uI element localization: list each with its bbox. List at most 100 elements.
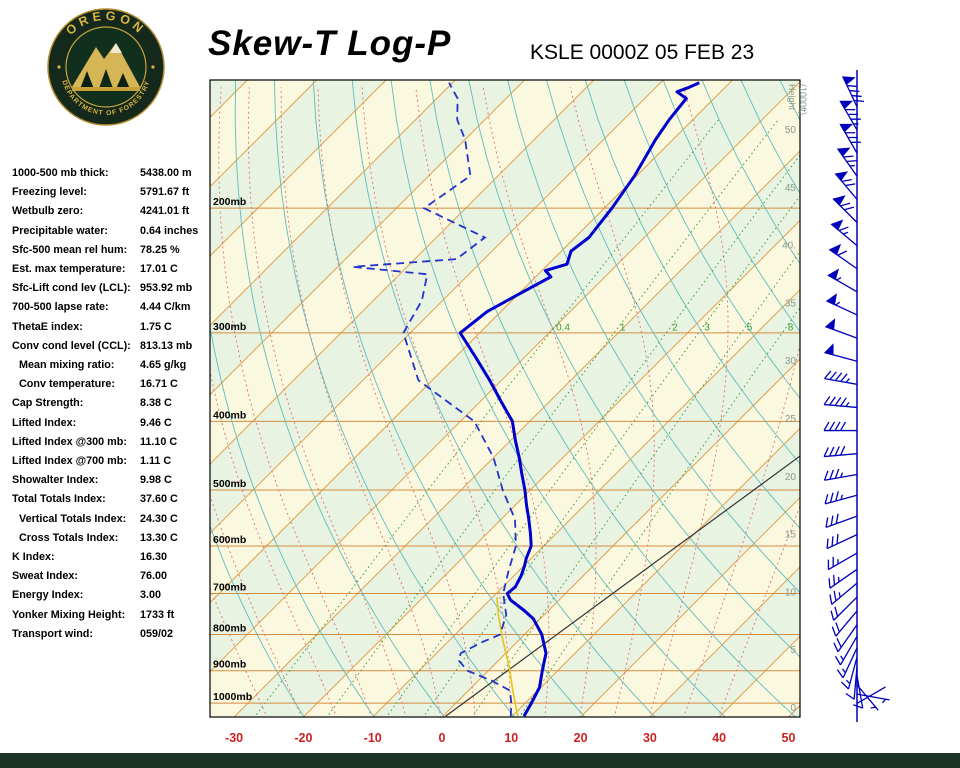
wind-barb-full — [836, 637, 842, 648]
wind-barb-full — [835, 513, 839, 524]
mixing-ratio-lines: 0.4 1 2 3 5 8 — [253, 119, 800, 717]
index-value: 16.30 — [140, 551, 168, 564]
index-row: Sweat Index: 76.00 — [12, 567, 212, 586]
index-label: Cap Strength: — [12, 397, 84, 410]
moist-adiabat-line — [482, 87, 597, 717]
index-row: Precipitable water: 0.64 inches — [12, 222, 212, 241]
index-row: Lifted Index: 9.46 C — [12, 414, 212, 433]
index-value: 8.38 C — [140, 397, 172, 410]
wind-barb-shaft — [826, 534, 858, 550]
wind-barb-shaft — [856, 693, 890, 701]
mixing-ratio-label: 1 — [620, 323, 626, 334]
wind-barb-pennant — [839, 100, 854, 110]
wind-barb-half — [840, 655, 844, 661]
mixing-ratio-line — [518, 306, 800, 717]
mixing-ratio-label: 2 — [672, 323, 678, 334]
wind-barb-full — [836, 533, 839, 544]
wind-barb-full — [834, 421, 841, 431]
dry-adiabat-line — [507, 80, 800, 594]
index-value: 1733 ft — [140, 608, 175, 621]
wind-barb-pennant — [836, 147, 851, 157]
wind-barb-pennant — [824, 318, 836, 331]
index-label: Yonker Mixing Height: — [12, 608, 126, 621]
wind-barb-half — [841, 668, 846, 674]
wind-barb-full — [832, 575, 836, 586]
index-label: Sweat Index: — [12, 570, 78, 583]
wind-barb-half — [845, 679, 851, 685]
wind-barb — [845, 666, 858, 700]
wind-barb-full — [833, 642, 839, 653]
logo-mountain-scene — [72, 43, 140, 91]
temp-axis-label: -30 — [225, 731, 243, 745]
height-axis-label: 25 — [785, 414, 797, 425]
index-label: 700-500 lapse rate: — [12, 301, 109, 314]
isotherm-line — [210, 80, 456, 327]
wind-barb-shaft — [824, 473, 858, 481]
pressure-label: 400mb — [213, 409, 246, 421]
footer-bar — [0, 753, 960, 768]
index-value: 24.30 C — [140, 512, 178, 525]
wind-barb-full — [843, 155, 854, 158]
index-row: Conv cond level (CCL): 813.13 mb — [12, 337, 212, 356]
height-axis-label: 40. — [782, 241, 796, 252]
wind-barb-full — [841, 178, 852, 182]
wind-barb-full — [835, 622, 840, 633]
wind-barb — [828, 243, 858, 270]
wind-barb-full — [823, 470, 829, 481]
wind-barb — [824, 370, 858, 385]
dry-adiabat-line — [273, 80, 516, 717]
moist-adiabat-line — [648, 87, 729, 717]
chart-layers: 0.4 1 2 3 5 8 — [210, 80, 800, 717]
wind-barb — [836, 647, 858, 679]
pressure-label: 700mb — [213, 581, 246, 593]
wind-barb-full — [826, 538, 829, 549]
pressure-labels: 200mb 300mb 400mb 500mb 600mb 700mb 800mb 900mb… — [213, 196, 252, 703]
wind-barb-half — [845, 402, 850, 407]
index-label: Lifted Index @300 mb: — [12, 435, 127, 448]
isotherm-lines — [210, 80, 800, 717]
moist-adiabat-line — [683, 343, 800, 717]
index-value: 4241.01 ft — [140, 205, 190, 218]
index-label: Transport wind: — [12, 627, 93, 640]
wind-barb-half — [835, 301, 841, 306]
wind-barb-full — [835, 491, 839, 502]
chart-border — [209, 79, 801, 718]
temp-axis-label: 50 — [782, 731, 796, 745]
wind-barb-pennant — [828, 243, 842, 256]
index-label: 1000-500 mb thick: — [12, 167, 109, 179]
wind-barb-half — [881, 698, 887, 704]
index-row: Conv temperature: 16.71 C — [12, 375, 212, 394]
index-label: Est. max temperature: — [12, 263, 126, 276]
dewpoint-profile-line — [352, 82, 517, 717]
index-row: Showalter Index: 9.98 C — [12, 471, 212, 490]
height-axis-label: 30 — [785, 356, 797, 367]
moist-adiabat-line — [361, 87, 511, 717]
wind-barb-full — [840, 373, 848, 382]
index-row: Est. max temperature: 17.01 C — [12, 260, 212, 279]
isotherm-line — [372, 288, 800, 717]
mixing-ratio-line — [422, 195, 800, 717]
index-row: Transport wind: 059/02 — [12, 625, 212, 644]
index-label: Lifted Index @700 mb: — [12, 455, 127, 468]
height-axis-title: (1000ft) — [798, 84, 808, 115]
wind-barb-full — [828, 421, 836, 431]
wind-barb-full — [831, 536, 834, 547]
index-label: Cross Totals Index: — [19, 531, 119, 544]
wind-barb-full — [839, 445, 846, 456]
wind-barb-half — [842, 231, 849, 235]
wind-barb-full — [829, 492, 834, 503]
isotherm-line — [210, 81, 800, 673]
odf-logo: OREGON DEPARTMENT OF FORESTRY — [47, 8, 165, 126]
height-axis-label: 10 — [785, 587, 797, 598]
wind-barb — [834, 171, 858, 200]
index-label: Wetbulb zero: — [12, 205, 84, 218]
index-label: Showalter Index: — [12, 474, 99, 487]
dry-adiabat-line — [210, 324, 375, 717]
temp-axis-label: 10 — [504, 731, 518, 745]
wind-barb-full — [829, 469, 834, 480]
index-label: Conv temperature: — [19, 378, 115, 391]
wind-barb-full — [840, 397, 847, 407]
moist-adiabat-line — [280, 87, 442, 717]
height-axis-label: 35 — [785, 298, 797, 309]
